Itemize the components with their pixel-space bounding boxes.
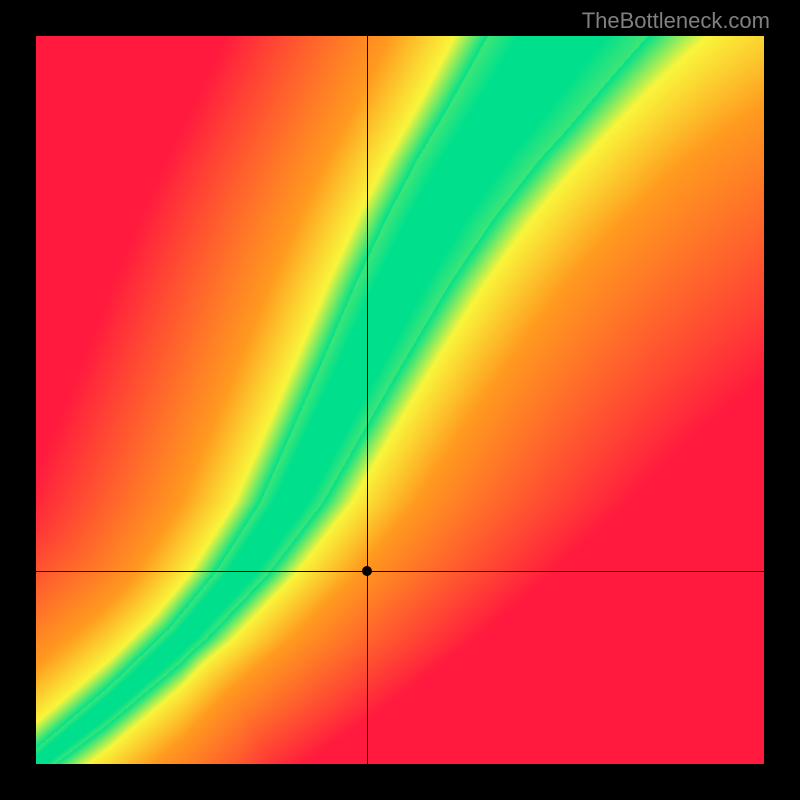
crosshair-vertical: [367, 36, 368, 764]
plot-area: [36, 36, 764, 764]
heatmap-canvas: [36, 36, 764, 764]
crosshair-marker: [362, 566, 372, 576]
watermark-text: TheBottleneck.com: [582, 8, 770, 34]
crosshair-horizontal: [36, 571, 764, 572]
